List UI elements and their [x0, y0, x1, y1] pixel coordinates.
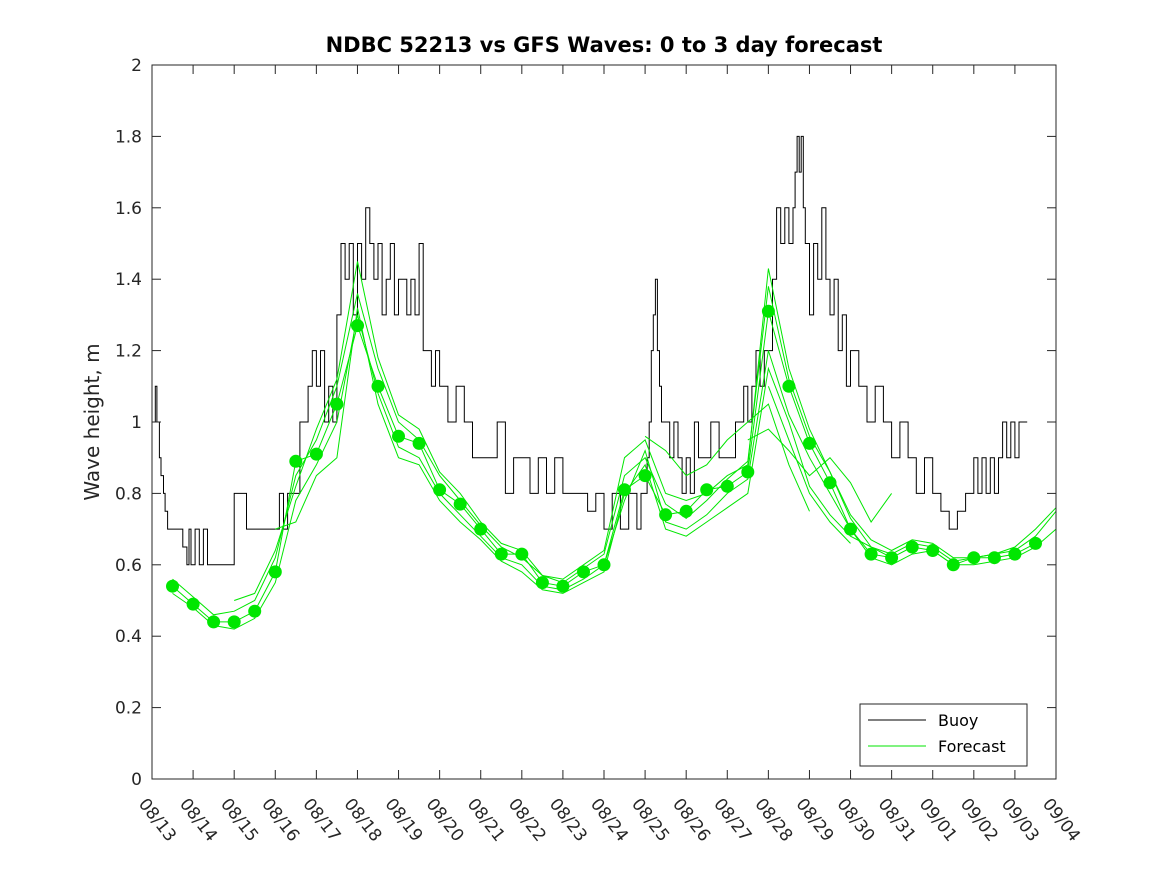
- forecast-point: [967, 551, 981, 565]
- forecast-point: [905, 540, 919, 554]
- forecast-run-line-6: [767, 386, 851, 544]
- y-tick-label: 0.4: [115, 627, 142, 647]
- forecast-point: [597, 558, 611, 572]
- forecast-point: [638, 469, 652, 483]
- forecast-run-line-4: [275, 307, 892, 594]
- y-tick-label: 0.6: [115, 556, 142, 576]
- y-tick-label: 1: [131, 413, 142, 433]
- forecast-point: [618, 483, 631, 497]
- forecast-point: [186, 597, 200, 611]
- legend-forecast-label: Forecast: [938, 737, 1006, 756]
- chart-title: NDBC 52213 vs GFS Waves: 0 to 3 day fore…: [326, 33, 883, 57]
- forecast-point: [659, 508, 673, 522]
- forecast-point: [885, 551, 899, 565]
- y-tick-label: 1.8: [115, 127, 142, 147]
- y-tick-label: 0.8: [115, 484, 142, 504]
- forecast-run-line-7: [644, 403, 810, 512]
- y-tick-label: 0: [131, 770, 142, 790]
- legend-buoy-label: Buoy: [938, 711, 978, 730]
- forecast-point: [720, 479, 734, 493]
- forecast-point: [761, 304, 775, 318]
- forecast-point: [289, 454, 303, 468]
- forecast-point: [227, 615, 241, 629]
- forecast-point: [864, 547, 878, 561]
- forecast-point: [741, 465, 755, 479]
- y-tick-label: 0.2: [115, 699, 142, 719]
- y-tick-label: 2: [131, 56, 142, 76]
- forecast-point: [782, 379, 796, 393]
- forecast-point: [392, 429, 405, 443]
- forecast-point: [412, 436, 426, 450]
- forecast-point: [268, 565, 282, 579]
- forecast-point: [535, 576, 549, 590]
- forecast-point: [556, 579, 570, 593]
- forecast-point: [844, 522, 857, 536]
- forecast-point: [679, 504, 693, 518]
- forecast-run-line-3: [234, 261, 1057, 601]
- forecast-point: [515, 547, 529, 561]
- buoy-series: [152, 135, 1028, 566]
- forecast-point: [577, 565, 590, 579]
- forecast-point: [330, 397, 344, 411]
- forecast-point: [309, 447, 323, 461]
- forecast-point: [946, 558, 960, 572]
- forecast-point: [926, 544, 940, 557]
- forecast-point: [371, 379, 385, 393]
- forecast-point: [474, 522, 488, 536]
- y-tick-label: 1.6: [115, 199, 142, 219]
- forecast-point: [987, 551, 1001, 565]
- forecast-point: [1008, 547, 1022, 561]
- y-tick-label: 1.2: [115, 342, 142, 362]
- forecast-point: [248, 604, 262, 618]
- forecast-point: [823, 476, 837, 490]
- forecast-point: [166, 579, 179, 593]
- y-tick-label: 1.4: [115, 270, 142, 290]
- forecast-point: [207, 615, 221, 629]
- forecast-point: [1029, 536, 1042, 550]
- plot-area: [152, 65, 1056, 779]
- legend-box: [859, 703, 1028, 767]
- y-axis-label: Wave height, m: [80, 343, 104, 500]
- forecast-run-line-5: [747, 428, 893, 523]
- forecast-point: [433, 483, 447, 497]
- forecast-point: [700, 483, 714, 497]
- forecast-point: [453, 497, 467, 511]
- forecast-point: [803, 436, 816, 450]
- forecast-point: [351, 319, 364, 333]
- buoy-line: [152, 135, 1028, 566]
- forecast-point: [494, 547, 508, 561]
- legend: Buoy Forecast: [859, 703, 1028, 767]
- forecast-series: [166, 304, 1042, 629]
